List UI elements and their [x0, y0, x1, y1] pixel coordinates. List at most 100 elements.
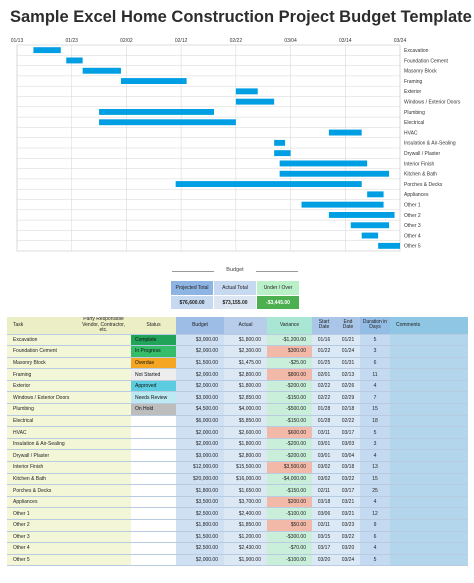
table-row: Framing Not Started $2,000.00 $2,800.00 $800… [7, 368, 468, 381]
task-budget-table: Task Party Responsible Vendor, Contracto… [7, 317, 468, 567]
actual-cell: $5,850.00 [224, 415, 267, 428]
party-cell [76, 531, 131, 544]
table-row: Drywall / Plaster $3,000.00 $2,800.00 -$200… [7, 449, 468, 463]
gantt-bar [361, 232, 379, 239]
task-name-cell: Excavation [7, 334, 76, 347]
table-row: Electrical $6,000.00 $5,850.00 -$150.00 01/2… [7, 415, 468, 428]
party-cell [76, 391, 131, 405]
start-date-cell: 01/22 [312, 345, 336, 358]
party-cell [76, 507, 131, 520]
actual-cell: $3,700.00 [224, 496, 267, 509]
start-date-cell: 03/01 [312, 438, 336, 451]
gantt-bar [120, 78, 187, 84]
end-date-cell: 03/17 [336, 484, 360, 497]
duration-cell: 4 [360, 449, 390, 463]
variance-cell: $50.00 [267, 519, 312, 532]
status-cell: Needs Review [131, 391, 176, 405]
gantt-bar [33, 47, 61, 54]
status-cell: On Hold [131, 403, 176, 416]
party-cell [76, 473, 131, 486]
end-date-cell: 02/26 [336, 380, 360, 393]
page-title: Sample Excel Home Construction Project B… [10, 8, 472, 26]
variance-cell: -$300.00 [267, 531, 312, 544]
status-cell [131, 554, 176, 567]
party-cell [76, 357, 131, 370]
duration-cell: 5 [360, 334, 390, 347]
status-cell: Complete [131, 334, 176, 347]
comments-cell [390, 415, 468, 428]
variance-cell: -$200.00 [267, 449, 312, 463]
budget-cell: $12,000.00 [176, 461, 224, 474]
task-name-cell: Appliances [7, 496, 76, 509]
table-row: Exterior Approved $2,000.00 $1,800.00 -$200.… [7, 380, 468, 393]
table-row: Other 2 $1,800.00 $1,850.00 $50.00 03/11 03/2… [7, 519, 468, 532]
status-cell: Approved [131, 380, 176, 393]
duration-cell: 7 [360, 391, 390, 405]
actual-cell: $1,200.00 [224, 531, 267, 544]
start-date-cell: 03/11 [312, 519, 336, 532]
task-name-cell: Other 4 [7, 542, 76, 555]
variance-cell: -$4,000.00 [267, 473, 312, 486]
start-date-cell: 01/28 [312, 415, 336, 428]
task-label: Masonry Block [404, 69, 437, 75]
task-label: Plumbing [404, 110, 425, 116]
party-cell [76, 345, 131, 358]
actual-cell: $1,650.00 [224, 484, 267, 497]
end-date-cell: 01/24 [336, 345, 360, 358]
actual-cell: $2,850.00 [224, 391, 267, 405]
party-cell [76, 438, 131, 451]
x-tick-label: 03/14 [339, 38, 352, 44]
gantt-bar [279, 170, 390, 177]
task-label: Other 2 [404, 213, 421, 219]
table-row: HVAC $2,000.00 $2,600.00 $600.00 03/11 03/17 5 [7, 426, 468, 439]
gantt-bar [279, 160, 368, 167]
actual-cell: $1,800.00 [224, 334, 267, 347]
gantt-bar [328, 129, 362, 136]
task-name-cell: Exterior [7, 380, 76, 393]
task-name-cell: Other 5 [7, 554, 76, 567]
status-cell: In Progress [131, 345, 176, 358]
variance-cell: $200.00 [267, 496, 312, 509]
duration-cell: 4 [360, 380, 390, 393]
variance-cell: $800.00 [267, 368, 312, 381]
comments-cell [390, 507, 468, 520]
header-duration: Duration in Days [360, 317, 390, 335]
actual-cell: $2,800.00 [224, 449, 267, 463]
task-name-cell: Interior Finish [7, 461, 76, 474]
task-label: Other 5 [404, 244, 421, 250]
task-name-cell: Porches & Decks [7, 484, 76, 497]
task-name-cell: Other 2 [7, 519, 76, 532]
task-label: Appliances [404, 192, 429, 198]
duration-cell: 6 [360, 531, 390, 544]
end-date-cell: 02/13 [336, 368, 360, 381]
status-cell [131, 519, 176, 532]
gantt-bar [367, 191, 384, 198]
party-cell [76, 554, 131, 567]
budget-cell: $2,500.00 [176, 542, 224, 555]
end-date-cell: 02/29 [336, 391, 360, 405]
variance-cell: -$200.00 [267, 380, 312, 393]
task-label: Electrical [404, 120, 424, 126]
task-label: Exterior [404, 89, 422, 95]
end-date-cell: 03/18 [336, 461, 360, 474]
task-name-cell: Drywall / Plaster [7, 449, 76, 463]
actual-cell: $1,900.00 [224, 554, 267, 567]
end-date-cell: 01/31 [336, 357, 360, 370]
status-cell [131, 542, 176, 555]
gantt-bar [274, 139, 286, 146]
table-row: Porches & Decks $1,800.00 $1,650.00 -$150.0… [7, 484, 468, 497]
end-date-cell: 03/03 [336, 438, 360, 451]
actual-cell: $16,000.00 [224, 473, 267, 486]
start-date-cell: 03/15 [312, 531, 336, 544]
comments-cell [390, 345, 468, 358]
x-tick-label: 01/13 [11, 38, 24, 44]
x-tick-label: 02/22 [230, 38, 243, 44]
duration-cell: 4 [360, 542, 390, 555]
budget-caption: Budget [170, 266, 300, 276]
variance-cell: -$70.00 [267, 542, 312, 555]
start-date-cell: 03/01 [312, 449, 336, 463]
budget-cell: $2,000.00 [176, 426, 224, 439]
duration-cell: 3 [360, 438, 390, 451]
gantt-bar [99, 109, 214, 115]
gantt-bar [378, 242, 400, 249]
